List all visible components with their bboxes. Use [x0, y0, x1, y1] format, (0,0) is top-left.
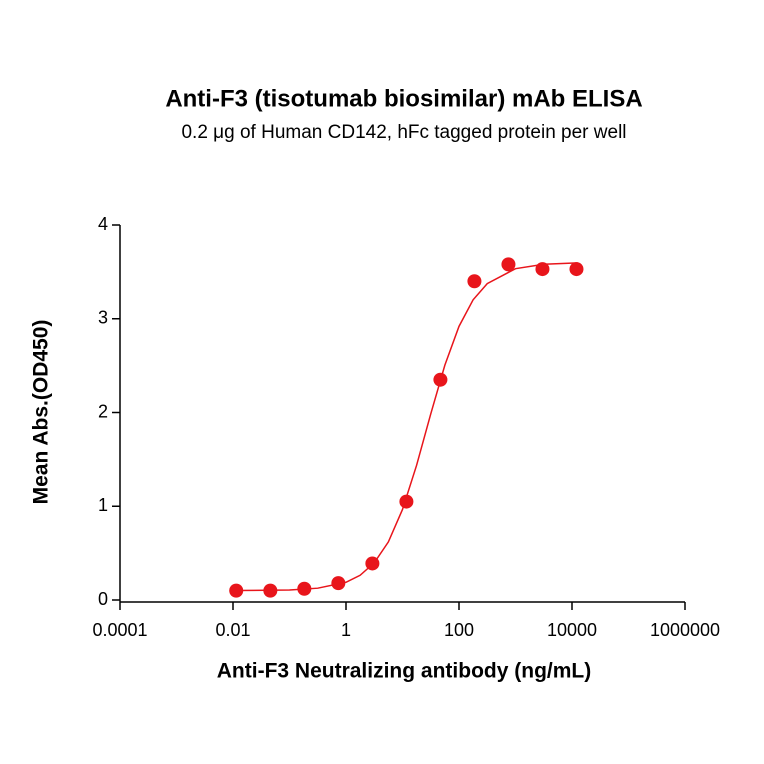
x-tick-label: 1000000: [650, 620, 720, 640]
x-tick-label: 0.0001: [92, 620, 147, 640]
data-point: [331, 576, 346, 591]
data-point: [229, 583, 244, 598]
x-tick-label: 100: [444, 620, 474, 640]
x-tick-label: 0.01: [215, 620, 250, 640]
y-axis-label: Mean Abs.(OD450): [30, 320, 53, 505]
x-axis-label: Anti-F3 Neutralizing antibody (ng/mL): [217, 660, 591, 683]
x-tick-label: 1: [341, 620, 351, 640]
data-point: [365, 556, 380, 571]
data-point: [569, 262, 584, 277]
data-point: [399, 494, 414, 509]
data-point: [501, 257, 516, 272]
y-tick-label: 1: [98, 495, 108, 515]
data-point: [263, 583, 278, 598]
chart-title: Anti-F3 (tisotumab biosimilar) mAb ELISA: [165, 85, 642, 112]
data-point: [467, 274, 482, 289]
fit-curve: [235, 262, 578, 592]
y-tick-label: 2: [98, 401, 108, 421]
y-tick-label: 3: [98, 308, 108, 328]
data-point: [433, 372, 448, 387]
x-tick-label: 10000: [547, 620, 597, 640]
y-tick-label: 0: [98, 589, 108, 609]
data-point: [297, 581, 312, 596]
data-point: [535, 262, 550, 277]
y-tick-label: 4: [98, 214, 108, 234]
chart-subtitle: 0.2 μg of Human CD142, hFc tagged protei…: [181, 122, 626, 143]
